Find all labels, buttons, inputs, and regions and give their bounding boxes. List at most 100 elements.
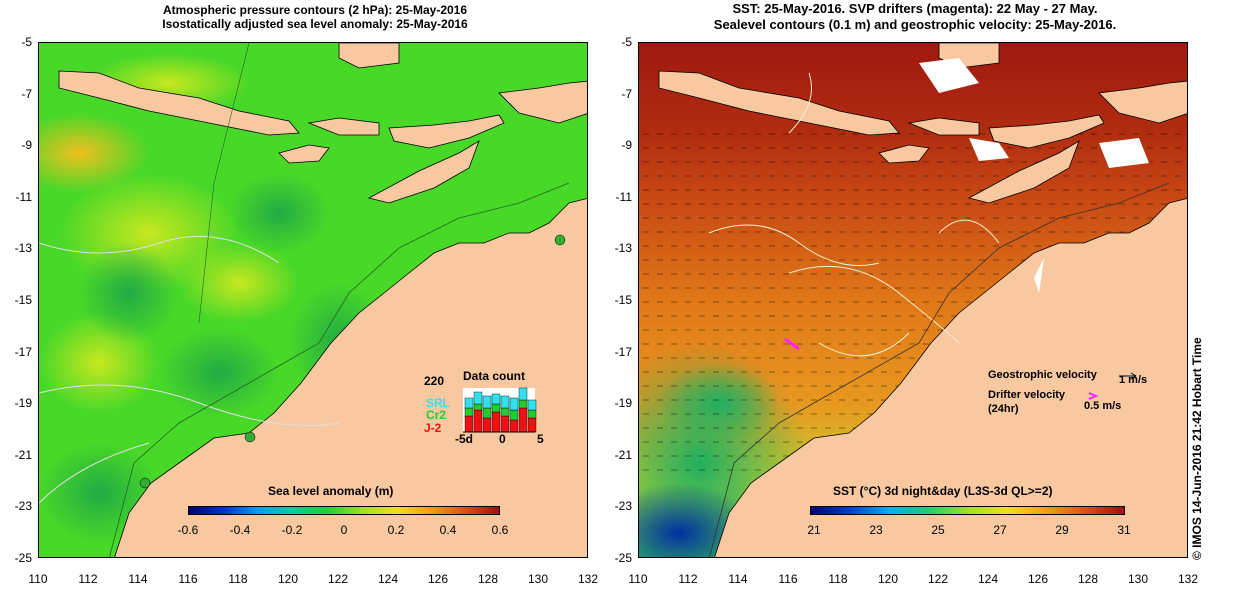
y-tick-label: -25 bbox=[14, 551, 32, 565]
x-tick-label: 116 bbox=[778, 572, 798, 586]
borneo-land bbox=[338, 43, 400, 69]
series-label-srl: SRL bbox=[426, 396, 450, 410]
drifter-scale: 0.5 m/s bbox=[1084, 400, 1122, 412]
sealevel-contour bbox=[938, 219, 1000, 244]
y-tick-label: -19 bbox=[14, 396, 32, 411]
y-tick-label: -5 bbox=[621, 35, 632, 49]
data-count-bar-segment bbox=[473, 391, 483, 405]
colorbar-tick-label: 0.4 bbox=[439, 523, 457, 537]
colorbar-tick-label: 29 bbox=[1055, 523, 1069, 537]
left-colorbar-title: Sea level anomaly (m) bbox=[268, 484, 394, 498]
data-count-bar-segment bbox=[518, 399, 528, 409]
y-tick-label: -13 bbox=[14, 241, 32, 256]
sealevel-contour bbox=[708, 224, 880, 266]
data-count-bar-segment bbox=[473, 403, 483, 411]
x-tick-label: 124 bbox=[377, 572, 399, 586]
shelf-contour bbox=[198, 43, 250, 324]
data-count-title: Data count bbox=[463, 369, 526, 383]
x-tick-label: 126 bbox=[427, 572, 449, 586]
sea-level-map-svg bbox=[39, 43, 587, 557]
cloud-mask bbox=[969, 138, 1009, 161]
y-tick-label: -21 bbox=[614, 447, 632, 462]
colorbar-tick-label: 21 bbox=[807, 523, 821, 537]
tide-gauge-marker bbox=[554, 234, 566, 246]
y-tick-label: -7 bbox=[21, 86, 32, 101]
x-tick-label: 128 bbox=[1077, 572, 1099, 586]
java-island bbox=[658, 70, 900, 136]
x-tick-label: 120 bbox=[877, 572, 899, 586]
x-tick-label: 118 bbox=[828, 572, 848, 586]
data-count-bar-segment bbox=[491, 393, 501, 405]
colorbar-tick-label: 27 bbox=[993, 523, 1007, 537]
x-tick-label: 116 bbox=[178, 572, 198, 586]
y-tick-label: -5 bbox=[21, 35, 32, 49]
data-count-bar-segment bbox=[518, 407, 528, 433]
eastern-islands bbox=[498, 80, 587, 124]
data-count-max: 220 bbox=[424, 374, 445, 388]
colorbar-tick-label: 25 bbox=[931, 523, 945, 537]
anomaly-high bbox=[39, 113, 149, 193]
left-title: Atmospheric pressure contours (2 hPa): 2… bbox=[40, 3, 590, 31]
y-tick-label: -11 bbox=[15, 189, 32, 204]
y-tick-label: -9 bbox=[21, 138, 32, 153]
x-tick-label: 132 bbox=[577, 572, 599, 586]
y-tick-label: -11 bbox=[615, 189, 632, 204]
sumbawa-island bbox=[307, 117, 380, 136]
y-tick-label: -23 bbox=[14, 499, 32, 514]
colorbar-tick-label: 0 bbox=[340, 523, 348, 537]
colorbar-tick-label: -0.6 bbox=[177, 523, 199, 537]
right-colorbar-title: SST (°C) 3d night&day (L3S-3d QL>=2) bbox=[833, 484, 1053, 498]
tide-gauge-marker bbox=[139, 477, 151, 489]
x-tick-label: 112 bbox=[78, 572, 98, 586]
y-tick-label: -19 bbox=[614, 396, 632, 411]
pressure-contour bbox=[39, 384, 340, 426]
data-count-bar-segment bbox=[482, 417, 492, 433]
timor-island bbox=[967, 140, 1080, 204]
data-count-bar-segment bbox=[500, 407, 510, 417]
x-tick-label: 122 bbox=[327, 572, 349, 586]
data-count-bar-segment bbox=[509, 419, 519, 433]
sealevel-contour bbox=[818, 332, 910, 357]
data-count-bars bbox=[464, 387, 537, 433]
drifter-label-line2: (24hr) bbox=[988, 403, 1019, 415]
data-count-bar-segment bbox=[491, 403, 501, 413]
eastern-islands bbox=[1098, 80, 1187, 124]
right-title-line1: SST: 25-May-2016. SVP drifters (magenta)… bbox=[732, 1, 1098, 16]
left-title-line2: Isostatically adjusted sea level anomaly… bbox=[162, 17, 468, 31]
y-tick-label: -23 bbox=[614, 499, 632, 514]
colorbar-tick-label: 31 bbox=[1117, 523, 1131, 537]
x-tick-label: 126 bbox=[1027, 572, 1049, 586]
x-tick-label: 110 bbox=[628, 572, 648, 586]
pressure-contour bbox=[39, 235, 280, 264]
y-tick-label: -17 bbox=[614, 344, 632, 359]
data-count-bar-segment bbox=[464, 407, 474, 417]
series-label-cr2: Cr2 bbox=[426, 408, 447, 422]
sealevel-contour bbox=[788, 72, 812, 134]
right-colorbar bbox=[810, 506, 1125, 515]
y-tick-label: -15 bbox=[14, 293, 32, 307]
x-tick-label: 132 bbox=[1177, 572, 1199, 586]
data-count-bar-segment bbox=[482, 395, 492, 409]
shelf-contour bbox=[709, 182, 1170, 557]
drifter-scale-arrow bbox=[1088, 392, 1099, 400]
colorbar-tick-label: -0.4 bbox=[229, 523, 251, 537]
tide-gauge-marker bbox=[244, 431, 256, 443]
x-tick-label: 130 bbox=[1127, 572, 1149, 586]
sumbawa-island bbox=[907, 117, 980, 136]
sealevel-contour bbox=[788, 265, 960, 344]
colorbar-tick-label: 23 bbox=[869, 523, 883, 537]
drifter-track bbox=[784, 337, 800, 351]
sea-level-map bbox=[38, 42, 588, 558]
sumba-island bbox=[278, 144, 330, 164]
timor-island bbox=[367, 140, 480, 204]
series-label-j2: J-2 bbox=[424, 421, 442, 435]
y-tick-label: -17 bbox=[14, 344, 32, 359]
geostrophic-label: Geostrophic velocity bbox=[988, 369, 1097, 381]
data-count-bar-segment bbox=[491, 411, 501, 433]
y-tick-label: -21 bbox=[14, 447, 32, 462]
data-count-bar-segment bbox=[500, 395, 510, 409]
x-tick-label: 122 bbox=[927, 572, 949, 586]
flores-island bbox=[988, 114, 1105, 149]
cloud-mask bbox=[1099, 138, 1149, 168]
data-count-bar-segment bbox=[473, 409, 483, 433]
